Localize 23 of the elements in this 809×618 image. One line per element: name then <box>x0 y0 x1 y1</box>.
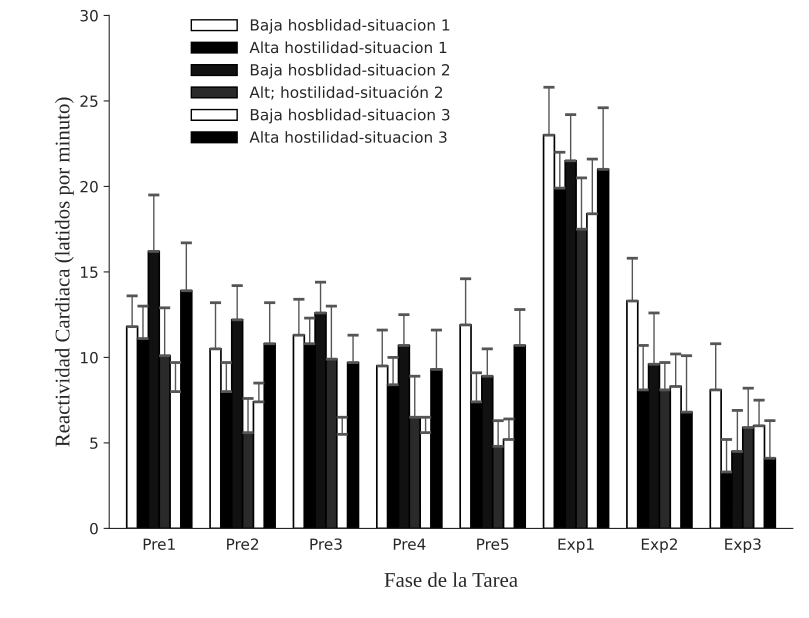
x-tick-label: Pre5 <box>477 538 508 550</box>
x-tick-label: Exp3 <box>725 538 761 553</box>
legend-label: Baja hosblidad-situacion 2 <box>250 64 450 79</box>
y-tick-label: 25 <box>80 95 98 107</box>
y-tick-label: 20 <box>80 180 98 192</box>
legend-label: Alta hostilidad-situacion 1 <box>250 41 446 54</box>
y-tick-label: 15 <box>81 266 98 278</box>
x-tick-label: Exp1 <box>558 538 594 553</box>
legend-label: Alta hostilidad-situacion 3 <box>250 131 447 143</box>
legend-label: Baja hosblidad-situacion 1 <box>250 18 450 34</box>
y-tick-label: 10 <box>81 352 98 364</box>
x-tick-label: Pre4 <box>394 538 426 550</box>
x-tick-label: Pre2 <box>227 538 258 550</box>
y-axis-title: Reactividad Cardiaca (latidos por minuto) <box>54 98 74 447</box>
legend-label: Alt; hostilidad-situación 2 <box>250 86 442 100</box>
y-tick-label: 30 <box>80 10 98 22</box>
y-tick-label: 0 <box>90 522 98 534</box>
x-tick-label: Pre3 <box>310 538 342 550</box>
x-tick-label: Exp2 <box>642 538 677 553</box>
x-axis-title: Fase de la Tarea <box>384 572 518 588</box>
x-tick-label: Pre1 <box>144 538 175 550</box>
legend-label: Baja hosblidad-situacion 3 <box>250 108 450 124</box>
y-tick-label: 5 <box>90 438 98 449</box>
